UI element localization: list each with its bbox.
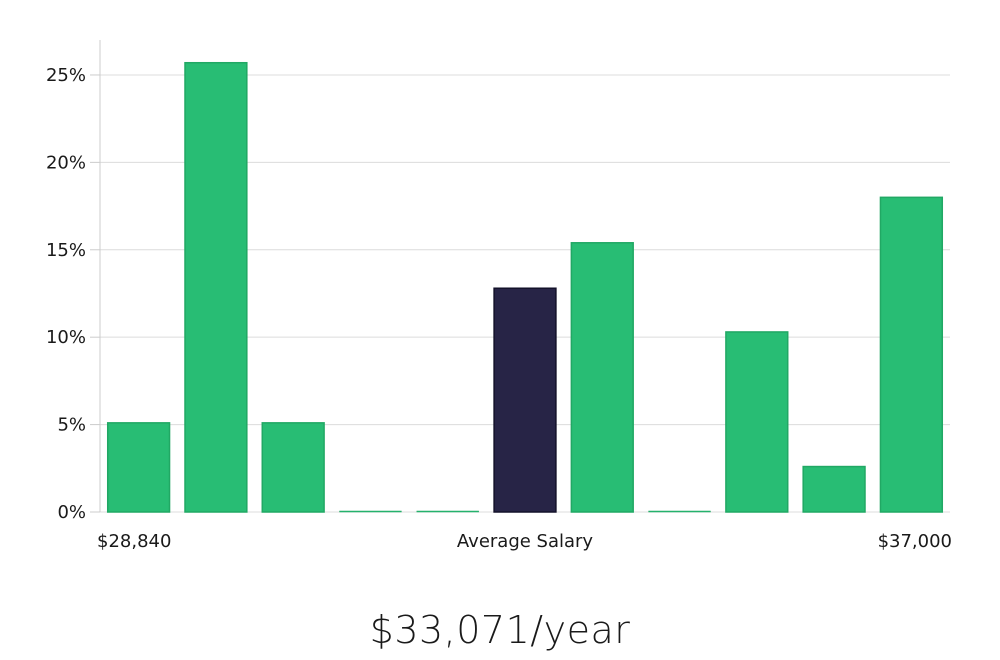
x-label-min-salary: $28,840 [97, 531, 171, 552]
y-tick-label-15: 15% [46, 240, 86, 261]
y-tick-label-0: 0% [57, 502, 86, 523]
bar-1 [106, 422, 171, 513]
bar-9 [725, 331, 789, 513]
average-salary-value: $33,071/year [369, 608, 631, 652]
bar-4 [339, 510, 402, 513]
bar-11 [879, 196, 944, 513]
bar-5 [416, 510, 479, 513]
x-label-average-salary: Average Salary [457, 531, 594, 552]
y-axis-ticks: 0% 5% 10% 15% 20% 25% [46, 65, 100, 523]
bar-8 [648, 510, 711, 513]
x-label-max-salary: $37,000 [878, 531, 952, 552]
bar-2 [184, 61, 248, 513]
bar-10 [802, 465, 866, 513]
bar-average-salary [493, 287, 557, 513]
bar-3 [261, 422, 325, 513]
y-tick-label-20: 20% [46, 152, 86, 173]
bar-7 [570, 242, 634, 513]
salary-histogram: 0%5%10%15%20%25% $28,840 Average Salary … [46, 40, 952, 552]
y-tick-label-10: 10% [46, 327, 86, 348]
y-tick-label-25: 25% [46, 65, 86, 86]
bars [106, 61, 944, 513]
y-tick-label-5: 5% [57, 415, 86, 436]
